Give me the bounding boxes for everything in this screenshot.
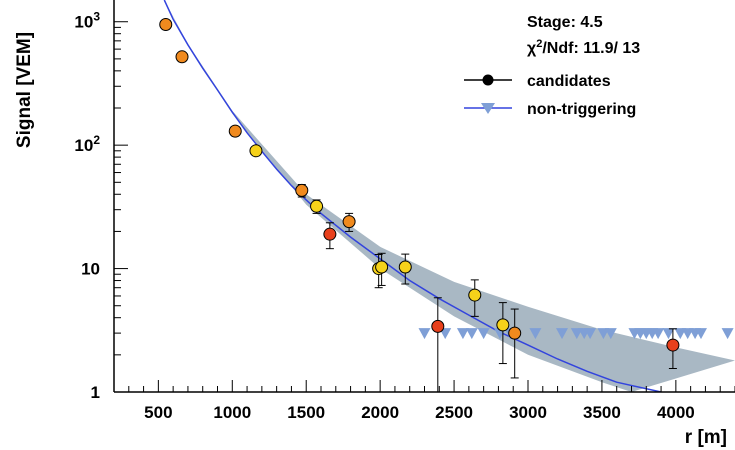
fit-line [163,0,662,392]
x-tick-label: 2500 [435,403,473,422]
x-tick-label: 2000 [361,403,399,422]
chi2-symbol: χ [527,40,537,57]
candidate-point [228,124,242,138]
non-triggering-marker [604,328,617,340]
y-tick-label: 102 [74,133,100,155]
non-triggering-marker [556,328,569,340]
non-triggering-marker [465,328,478,340]
non-triggering-marker [418,328,431,340]
stage-annotation: Stage: 4.5 [527,14,603,31]
y-tick-base: 10 [74,136,93,155]
candidate-point [159,17,173,31]
x-tick-label: 1000 [213,403,251,422]
y-tick-exponent: 2 [93,133,100,147]
non-triggering-marker [529,328,542,340]
non-triggering-marker [584,328,597,340]
plot-content [159,0,735,392]
x-tick-label: 3500 [583,403,621,422]
y-tick-label: 10 [81,260,100,279]
legend-nontrig-marker [481,103,495,114]
candidate-point [310,199,324,213]
candidate-point [342,215,356,229]
y-tick-base: 10 [81,260,100,279]
candidate-point [496,318,510,332]
y-tick-label: 103 [74,10,100,32]
legend-candidates-label: candidates [527,73,611,90]
chi2-superscript: 2 [536,38,542,50]
y-tick-base: 1 [91,383,100,402]
legend-nontrig-label: non-triggering [527,101,636,118]
x-tick-label: 1500 [287,403,325,422]
candidate-point [431,319,445,333]
non-triggering-marker [456,328,469,340]
chi2-value: /Ndf: 11.9/ 13 [542,40,640,57]
candidate-point [398,260,412,274]
candidate-point [249,144,263,158]
fit-uncertainty-band [164,0,735,392]
candidate-point [508,326,522,340]
candidate-point [468,288,482,302]
x-tick-label: 500 [144,403,172,422]
non-triggering-marker [652,328,665,340]
y-axis-title: Signal [VEM] [14,32,35,148]
x-axis-title: r [m] [685,427,727,448]
candidate-point [666,338,680,352]
plot-area [159,0,735,392]
candidate-point [295,183,309,197]
non-triggering-marker [477,328,490,340]
y-tick-base: 10 [74,13,93,32]
y-tick-exponent: 3 [93,10,100,24]
non-triggering-marker [721,328,734,340]
y-tick-label: 1 [91,383,100,402]
legend-candidates-marker [482,74,494,86]
x-tick-label: 3000 [509,403,547,422]
candidate-point [323,227,337,241]
non-triggering-marker [694,328,707,340]
non-triggering-marker [662,328,675,340]
candidate-point [375,260,389,274]
x-tick-label: 4000 [657,403,695,422]
candidate-point [175,50,189,64]
chi2-annotation: χ2/Ndf: 11.9/ 13 [527,38,640,57]
legend: Stage: 4.5 χ2/Ndf: 11.9/ 13 candidates n… [464,14,640,118]
